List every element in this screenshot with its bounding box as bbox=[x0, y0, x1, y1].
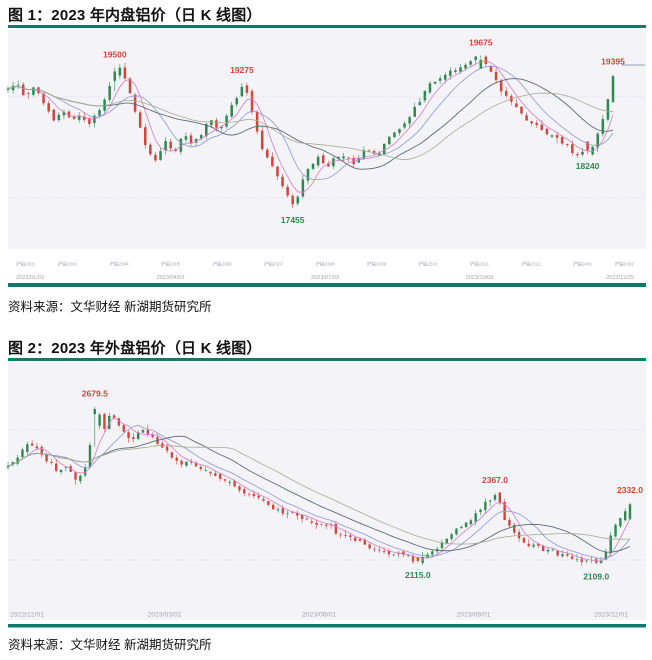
svg-text:2023/06/01: 2023/06/01 bbox=[302, 612, 336, 619]
svg-text:2022/12/01: 2022/12/01 bbox=[10, 612, 44, 619]
svg-text:2023/12/01: 2023/12/01 bbox=[594, 612, 628, 619]
svg-text:2332.0: 2332.0 bbox=[617, 485, 643, 495]
svg-text:2023/03/01: 2023/03/01 bbox=[147, 612, 181, 619]
svg-text:2023/09/01: 2023/09/01 bbox=[456, 612, 490, 619]
svg-text:2367.0: 2367.0 bbox=[482, 475, 508, 485]
svg-text:2109.0: 2109.0 bbox=[583, 572, 609, 582]
svg-text:2679.5: 2679.5 bbox=[82, 389, 108, 399]
svg-text:2115.0: 2115.0 bbox=[405, 570, 431, 580]
